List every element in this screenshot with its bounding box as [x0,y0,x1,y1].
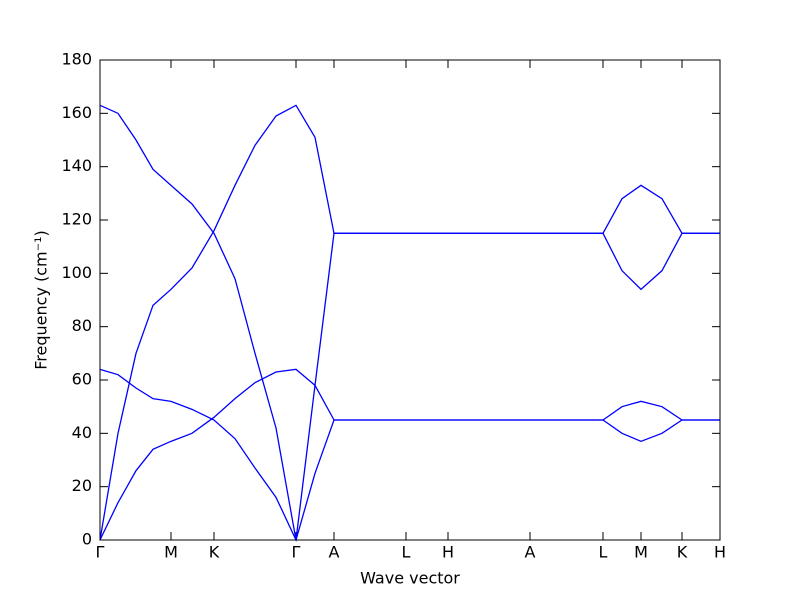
y-axis-label: Frequency (cm⁻¹) [32,230,51,369]
y-tick-label: 100 [61,263,92,282]
y-tick-label: 80 [72,316,92,335]
band-line [99,368,720,542]
y-tick-label: 160 [61,103,92,122]
y-tick-label: 120 [61,210,92,229]
x-tick-label: A [329,543,340,562]
band-line [99,104,720,541]
x-tick-label: K [677,543,688,562]
x-tick-label: H [442,543,454,562]
x-tick-label: L [599,543,608,562]
x-tick-label: M [634,543,648,562]
x-tick-label: Γ [96,543,105,562]
x-tick-label: Γ [292,543,301,562]
x-tick-label: A [525,543,536,562]
y-tick-label: 0 [82,530,92,549]
y-tick-label: 180 [61,50,92,69]
x-tick-label: K [209,543,220,562]
band-line [99,368,720,541]
x-tick-label: H [714,543,726,562]
x-axis-label: Wave vector [360,569,460,588]
y-tick-label: 20 [72,476,92,495]
x-tick-label: M [164,543,178,562]
band-line [99,104,720,541]
y-tick-label: 40 [72,423,92,442]
y-tick-label: 60 [72,370,92,389]
x-tick-label: L [402,543,411,562]
plot-frame [99,59,721,541]
y-tick-label: 140 [61,156,92,175]
